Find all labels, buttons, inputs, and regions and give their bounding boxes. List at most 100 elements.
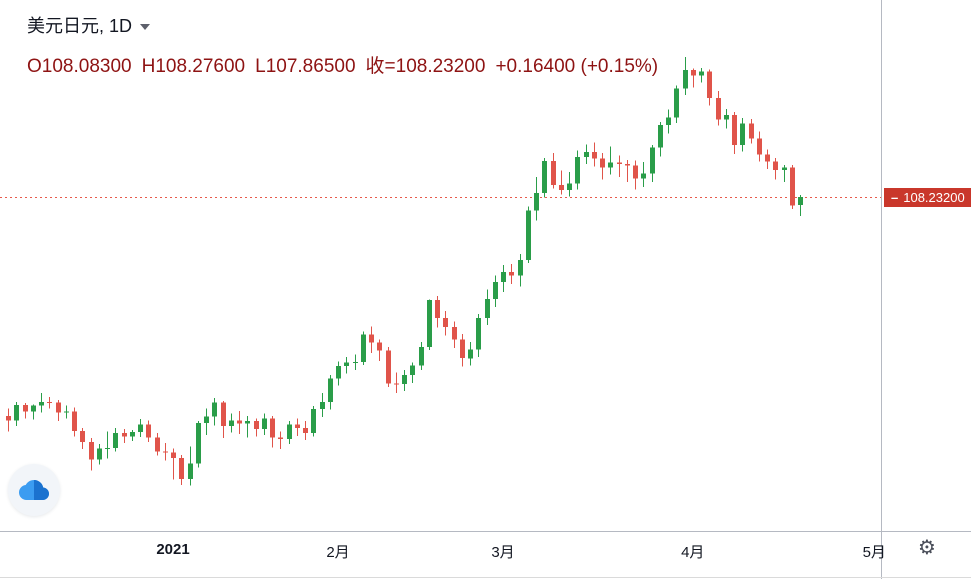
candle-body: [699, 71, 704, 76]
candle-body: [146, 424, 151, 438]
candle-body: [39, 402, 44, 406]
candle-body: [188, 463, 193, 479]
candle-body: [212, 402, 217, 417]
candle-body: [320, 402, 325, 409]
candle-body: [369, 334, 374, 343]
candle-body: [443, 317, 448, 328]
candle-body: [6, 416, 11, 421]
candle-body: [600, 158, 605, 168]
price-label-marker: –: [891, 189, 899, 205]
candle-body: [509, 271, 514, 276]
candle-body: [707, 71, 712, 99]
ohlc-high: H108.27600: [141, 56, 246, 77]
candle-body: [608, 162, 613, 168]
candle-body: [617, 162, 622, 164]
candle-body: [666, 117, 671, 126]
legend-title-row: 美元日元, 1D: [27, 12, 668, 38]
price-label-value: 108.23200: [903, 189, 965, 205]
ohlc-open: O108.08300: [27, 56, 132, 77]
candle-body: [130, 431, 135, 437]
candle-body: [501, 271, 506, 283]
last-price-label[interactable]: – 108.23200: [884, 187, 971, 207]
candle-body: [237, 420, 242, 424]
candle-body: [122, 432, 127, 437]
candle-body: [476, 317, 481, 350]
candle-body: [452, 327, 457, 340]
candle-body: [740, 123, 745, 146]
candle-body: [551, 161, 556, 185]
candle-body: [179, 457, 184, 479]
candle-body: [518, 260, 523, 276]
candle-body: [782, 167, 787, 171]
settings-gear-icon[interactable]: ⚙: [918, 535, 936, 559]
candle-body: [542, 161, 547, 194]
candle-body: [575, 156, 580, 184]
candle-body: [790, 167, 795, 206]
candle-body: [386, 350, 391, 384]
candle-body: [105, 448, 110, 450]
candle-body: [221, 402, 226, 427]
candle-body: [427, 300, 432, 347]
ohlc-close: 收=108.23200: [365, 56, 486, 77]
logo-button[interactable]: [8, 464, 60, 516]
candle-body: [328, 378, 333, 403]
candle-body: [749, 123, 754, 139]
candle-body: [14, 404, 19, 421]
candle-body: [410, 365, 415, 376]
candle-body: [353, 361, 358, 363]
candle-body: [64, 411, 69, 413]
candle-body: [377, 342, 382, 351]
candle-body: [303, 427, 308, 433]
candle-body: [295, 424, 300, 428]
time-axis-label: 5月: [862, 544, 886, 561]
candle-body: [336, 365, 341, 379]
candle-body: [625, 164, 630, 166]
candle-body: [773, 161, 778, 171]
candle-body: [278, 437, 283, 439]
candle-body: [270, 418, 275, 438]
candle-body: [229, 420, 234, 427]
time-axis-label: 4月: [681, 544, 705, 561]
candle-body: [724, 115, 729, 120]
candle-body: [196, 423, 201, 464]
time-axis[interactable]: 2021 2月 3月 4月 5月: [0, 531, 971, 577]
candle-body: [468, 349, 473, 359]
candle-body: [559, 185, 564, 191]
candle-body: [798, 197, 803, 205]
candle-body: [361, 334, 366, 362]
candle-body: [138, 424, 143, 432]
price-axis[interactable]: [882, 0, 971, 531]
candle-body: [641, 173, 646, 179]
candle-body: [691, 70, 696, 76]
candle-body: [633, 165, 638, 179]
time-axis-label: 3月: [491, 544, 515, 561]
candle-body: [311, 408, 316, 433]
candle-body: [658, 125, 663, 148]
candle-body: [534, 193, 539, 211]
candle-body: [683, 70, 688, 89]
candle-body: [31, 405, 36, 412]
candle-body: [485, 299, 490, 318]
candle-body: [204, 416, 209, 424]
candle-body: [163, 451, 168, 453]
candle-body: [262, 418, 267, 429]
candle-body: [394, 383, 399, 385]
candle-body: [732, 115, 737, 146]
candle-body: [97, 448, 102, 460]
candle-body: [674, 88, 679, 118]
chevron-down-icon[interactable]: [140, 24, 151, 31]
candle-body: [245, 421, 250, 424]
interval-label[interactable]: 1D: [109, 16, 133, 36]
candle-body: [287, 424, 292, 439]
candle-body: [56, 402, 61, 413]
time-axis-label: 2月: [326, 544, 350, 561]
candle-body: [402, 375, 407, 384]
candle-body: [526, 210, 531, 261]
candle-body: [584, 151, 589, 157]
candle-body: [765, 154, 770, 162]
symbol-separator: ,: [99, 16, 110, 36]
candle-body: [419, 347, 424, 366]
symbol-title[interactable]: 美元日元: [27, 16, 99, 36]
candle-body: [344, 362, 349, 366]
